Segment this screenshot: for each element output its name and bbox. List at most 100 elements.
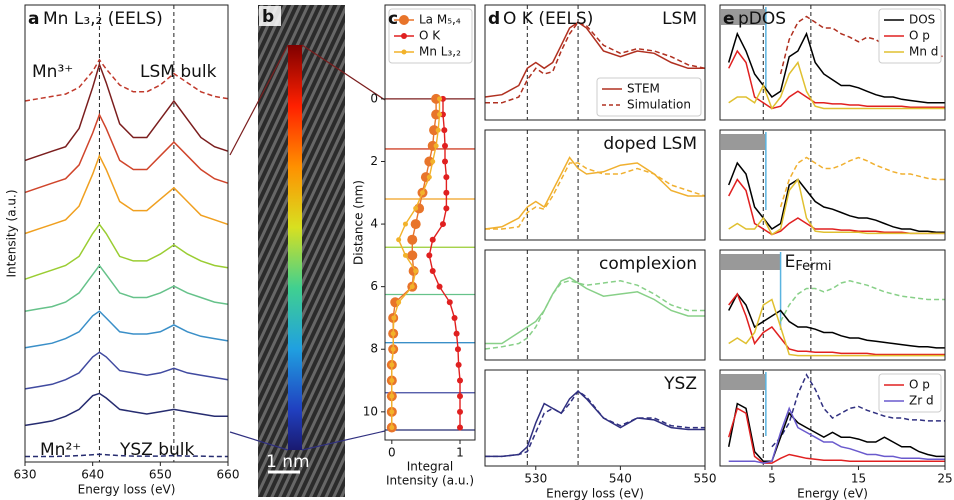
profile-point <box>443 205 450 212</box>
legend-box <box>878 373 942 413</box>
annotation: LSM bulk <box>140 62 217 82</box>
y-tick-label: 4 <box>370 217 378 231</box>
profile-point <box>453 330 460 337</box>
subplot-label: YSZ <box>663 374 697 394</box>
plot-frame <box>24 4 229 463</box>
plot-frame <box>484 249 706 361</box>
legend-label: O K <box>419 29 441 43</box>
legend-label: DOS <box>909 13 935 27</box>
profile-point <box>389 393 395 399</box>
series-line <box>779 280 945 322</box>
fermi-label-main: E <box>785 252 796 272</box>
series-line <box>24 112 229 194</box>
scale-label: 1 nm <box>266 452 310 472</box>
series-line <box>24 223 229 280</box>
occupied-band <box>721 254 781 270</box>
plot-frame <box>719 4 946 121</box>
occupied-band <box>721 9 766 25</box>
plot-frame <box>484 129 706 241</box>
profile-point <box>454 346 461 353</box>
panel-title: pDOS <box>738 9 786 29</box>
x-tick-label: 660 <box>217 468 240 482</box>
profile-line <box>428 98 461 428</box>
profile-point <box>390 346 396 352</box>
profile-point <box>389 409 395 415</box>
series-line <box>24 62 229 162</box>
plot-frame <box>719 129 946 241</box>
panel-letter: a <box>28 9 39 29</box>
panel-letter: b <box>262 7 274 27</box>
colorbar <box>288 45 302 450</box>
subplot-label: doped LSM <box>603 134 697 154</box>
subplot-label: complexion <box>599 254 697 274</box>
x-axis-label: Energy loss (eV) <box>546 487 644 500</box>
legend-label: O p <box>909 29 930 43</box>
profile-point <box>435 127 441 133</box>
fermi-label: EFermi <box>785 252 832 274</box>
x-tick-label: 5 <box>768 472 776 486</box>
profile-point <box>457 377 463 384</box>
legend-label: O p <box>909 378 930 392</box>
panel-letter: d <box>488 9 500 29</box>
profile-point <box>413 268 419 274</box>
series-line <box>728 60 945 111</box>
profile-point <box>457 408 463 415</box>
legend-label: Mn L₃,₂ <box>419 45 461 59</box>
legend-label: Zr d <box>909 394 934 408</box>
y-axis-label: Intensity (a.u.) <box>5 190 19 278</box>
series-line <box>727 407 945 464</box>
profile-point <box>442 158 448 165</box>
occupied-band <box>721 374 766 390</box>
profile-point <box>426 174 432 180</box>
profile-point <box>437 96 443 102</box>
y-tick-label: 0 <box>370 91 378 105</box>
legend-label: Mn d <box>909 45 938 59</box>
profile-point <box>409 284 415 290</box>
series-line <box>728 406 945 464</box>
profile-point <box>430 158 436 164</box>
profile-point <box>389 424 395 430</box>
profile-point <box>407 234 418 245</box>
series-line <box>771 373 945 448</box>
series-line <box>484 156 705 230</box>
series-line <box>728 292 945 349</box>
x-tick-label: 650 <box>149 468 172 482</box>
panel-letter: c <box>388 9 398 29</box>
series-line <box>485 390 705 458</box>
profile-point <box>410 219 421 230</box>
series-line <box>727 402 945 462</box>
x-tick-label: 15 <box>851 472 866 486</box>
profile-point <box>413 205 419 211</box>
letter-box <box>259 6 281 26</box>
profile-point <box>391 315 397 321</box>
series-line <box>25 453 228 458</box>
profile-point <box>431 93 442 104</box>
x-axis-label: Energy (eV) <box>797 487 868 500</box>
series-line <box>485 21 706 104</box>
y-tick-label: 10 <box>363 404 378 418</box>
panel-title: O K (EELS) <box>503 9 593 29</box>
profile-line <box>391 98 441 428</box>
profile-point <box>429 236 436 243</box>
legend-label: Simulation <box>627 98 691 112</box>
profile-point <box>439 221 446 228</box>
connector <box>301 430 386 451</box>
plot-frame <box>719 249 946 361</box>
series-line <box>24 153 229 235</box>
profile-point <box>451 314 458 321</box>
series-line <box>24 351 229 390</box>
annotation: YSZ bulk <box>119 440 195 460</box>
x-tick-label: 25 <box>937 472 952 486</box>
profile-point <box>389 378 395 384</box>
occupied-band <box>721 134 766 150</box>
profile-point <box>436 283 443 290</box>
y-axis-label: Distance (nm) <box>352 180 366 265</box>
series-line <box>484 280 705 350</box>
plot-frame <box>384 4 476 441</box>
annotation: Mn³⁺ <box>32 62 73 82</box>
y-tick-label: 2 <box>370 154 378 168</box>
profile-point <box>389 362 395 368</box>
profile-point <box>455 361 462 368</box>
profile-point <box>442 142 448 149</box>
connector <box>229 44 289 156</box>
